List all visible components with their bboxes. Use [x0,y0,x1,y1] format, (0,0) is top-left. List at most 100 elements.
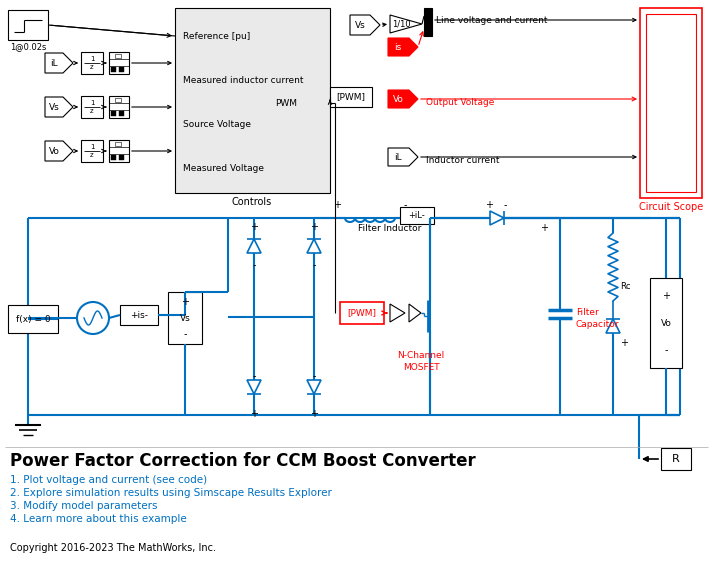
Bar [340,302,384,324]
Text: +iL-: +iL- [409,211,426,220]
Bar [119,155,124,160]
Bar [81,52,103,74]
Polygon shape [45,97,73,117]
Bar [115,98,121,102]
Text: 3. Modify model parameters: 3. Modify model parameters [10,501,158,511]
Text: Reference [pu]: Reference [pu] [183,31,250,40]
Text: Copyright 2016-2023 The MathWorks, Inc.: Copyright 2016-2023 The MathWorks, Inc. [10,543,216,553]
Bar [81,96,103,118]
Text: +: + [485,200,493,210]
Polygon shape [247,239,261,253]
Bar [661,448,691,470]
Polygon shape [307,380,321,394]
Text: 1. Plot voltage and current (see code): 1. Plot voltage and current (see code) [10,475,207,485]
Polygon shape [490,211,504,225]
Bar [119,67,124,72]
Text: N-Channel: N-Channel [397,351,445,360]
Bar [175,8,330,193]
Bar [400,207,434,224]
Bar [119,111,124,116]
Text: -: - [404,200,406,210]
Text: +: + [181,297,189,307]
Bar [424,8,432,36]
Text: z: z [90,64,94,70]
Polygon shape [307,239,321,253]
Text: z: z [90,108,94,114]
Text: 2. Explore simulation results using Simscape Results Explorer: 2. Explore simulation results using Sims… [10,488,332,498]
Text: [PWM]: [PWM] [337,93,366,101]
Text: MOSFET: MOSFET [403,363,439,372]
Bar [109,140,129,162]
Bar [111,111,116,116]
Text: Line voltage and current: Line voltage and current [436,15,548,24]
Text: Output Voltage: Output Voltage [426,97,494,106]
Text: Controls: Controls [232,197,272,207]
Text: 1: 1 [90,100,94,106]
Bar [81,140,103,162]
Text: R: R [672,454,680,464]
Bar [640,8,702,198]
Text: Vs: Vs [180,314,190,323]
Polygon shape [247,380,261,394]
Text: iL: iL [50,59,58,68]
Polygon shape [388,38,418,56]
Text: Vo: Vo [48,146,59,155]
Bar [650,278,682,368]
Text: PWM: PWM [275,98,297,108]
Text: iL: iL [394,152,402,162]
Text: Measured inductor current: Measured inductor current [183,76,304,85]
Text: -: - [252,260,256,270]
Text: -: - [312,371,316,381]
Bar [111,155,116,160]
Text: +: + [540,223,548,233]
Bar [115,54,121,58]
Polygon shape [350,15,380,35]
Text: 1: 1 [90,56,94,62]
Bar [168,292,202,344]
Bar [109,52,129,74]
Text: f(x) = 0: f(x) = 0 [16,315,51,324]
Polygon shape [388,148,418,166]
Polygon shape [409,304,421,322]
Circle shape [77,302,109,334]
Text: +: + [333,200,341,210]
Bar [646,14,696,192]
Polygon shape [45,141,73,161]
Bar [115,142,121,146]
Text: -: - [252,371,256,381]
Bar [109,96,129,118]
Polygon shape [390,15,422,33]
Text: +: + [310,222,318,232]
Polygon shape [390,304,405,322]
Polygon shape [45,53,73,73]
Text: Vs: Vs [354,20,365,30]
Text: -: - [312,260,316,270]
Text: +: + [620,338,628,348]
Text: +: + [310,409,318,419]
Text: Filter: Filter [576,308,599,317]
Text: is: is [394,43,401,52]
Text: Vs: Vs [48,102,59,112]
Text: Power Factor Correction for CCM Boost Converter: Power Factor Correction for CCM Boost Co… [10,452,476,470]
Polygon shape [606,319,620,333]
Text: -: - [665,345,668,355]
Text: Vo: Vo [393,94,404,104]
Text: Circuit Scope: Circuit Scope [639,202,703,212]
Text: 1: 1 [90,144,94,150]
Polygon shape [388,90,418,108]
Text: 1@0.02s: 1@0.02s [10,42,46,51]
Text: Vo: Vo [660,319,672,328]
Text: 1/10: 1/10 [391,19,410,28]
Bar [111,67,116,72]
Bar [8,305,58,333]
Bar [330,87,372,107]
Text: [PWM]: [PWM] [347,308,376,318]
Text: +is-: +is- [130,311,148,320]
Text: +: + [250,222,258,232]
Text: +: + [250,409,258,419]
Text: Measured Voltage: Measured Voltage [183,163,264,172]
Text: 4. Learn more about this example: 4. Learn more about this example [10,514,187,524]
Text: Inductor current: Inductor current [426,155,500,164]
Text: +: + [662,291,670,301]
Text: z: z [90,152,94,158]
